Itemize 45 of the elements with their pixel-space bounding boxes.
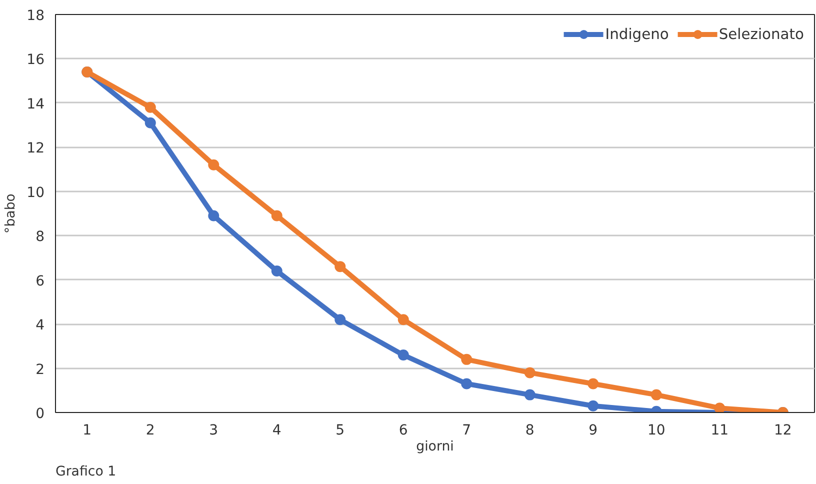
x-tick-label: 4 [272,422,282,438]
y-tick-label: 8 [36,229,45,246]
y-tick-label: 2 [36,362,45,378]
y-tick-label: 16 [26,52,45,68]
point [588,400,599,412]
point [271,266,282,276]
y-tick-label: 18 [26,8,45,24]
x-tick-label: 2 [146,422,155,438]
point [398,314,409,326]
legend-label: Selezionato [718,26,804,42]
x-tick-label: 6 [398,422,408,438]
x-tick-label: 12 [774,422,792,438]
x-tick-label: 7 [462,422,472,438]
point [208,210,220,222]
x-tick-label: 1 [82,422,92,438]
point [334,314,346,326]
point [524,389,536,400]
x-tick-label: 5 [336,422,345,438]
y-tick-label: 10 [26,184,45,201]
y-tick-label: 0 [36,406,45,422]
point [144,102,156,113]
point [334,261,346,272]
x-axis-title: giorni [416,440,454,454]
x-tick-label: 8 [525,422,534,438]
y-axis-title: °babo [4,194,19,234]
point [398,350,409,360]
x-tick-label: 10 [647,422,666,438]
y-tick-label: 12 [26,140,45,157]
legend-label: Indigeno [605,26,669,42]
x-tick-label: 11 [710,422,729,438]
point [650,389,662,400]
point [208,159,220,170]
y-tick-label: 4 [36,318,45,334]
y-tick-label: 14 [26,96,45,112]
point [461,378,472,390]
point [714,402,726,412]
point [271,210,282,222]
point [461,354,472,365]
x-tick-label: 3 [209,422,218,438]
text: Grafico 1 [56,464,116,480]
y-tick-label: 6 [36,273,45,290]
point [144,117,156,128]
point [524,367,536,378]
point [588,378,599,390]
x-tick-label: 9 [588,422,598,438]
